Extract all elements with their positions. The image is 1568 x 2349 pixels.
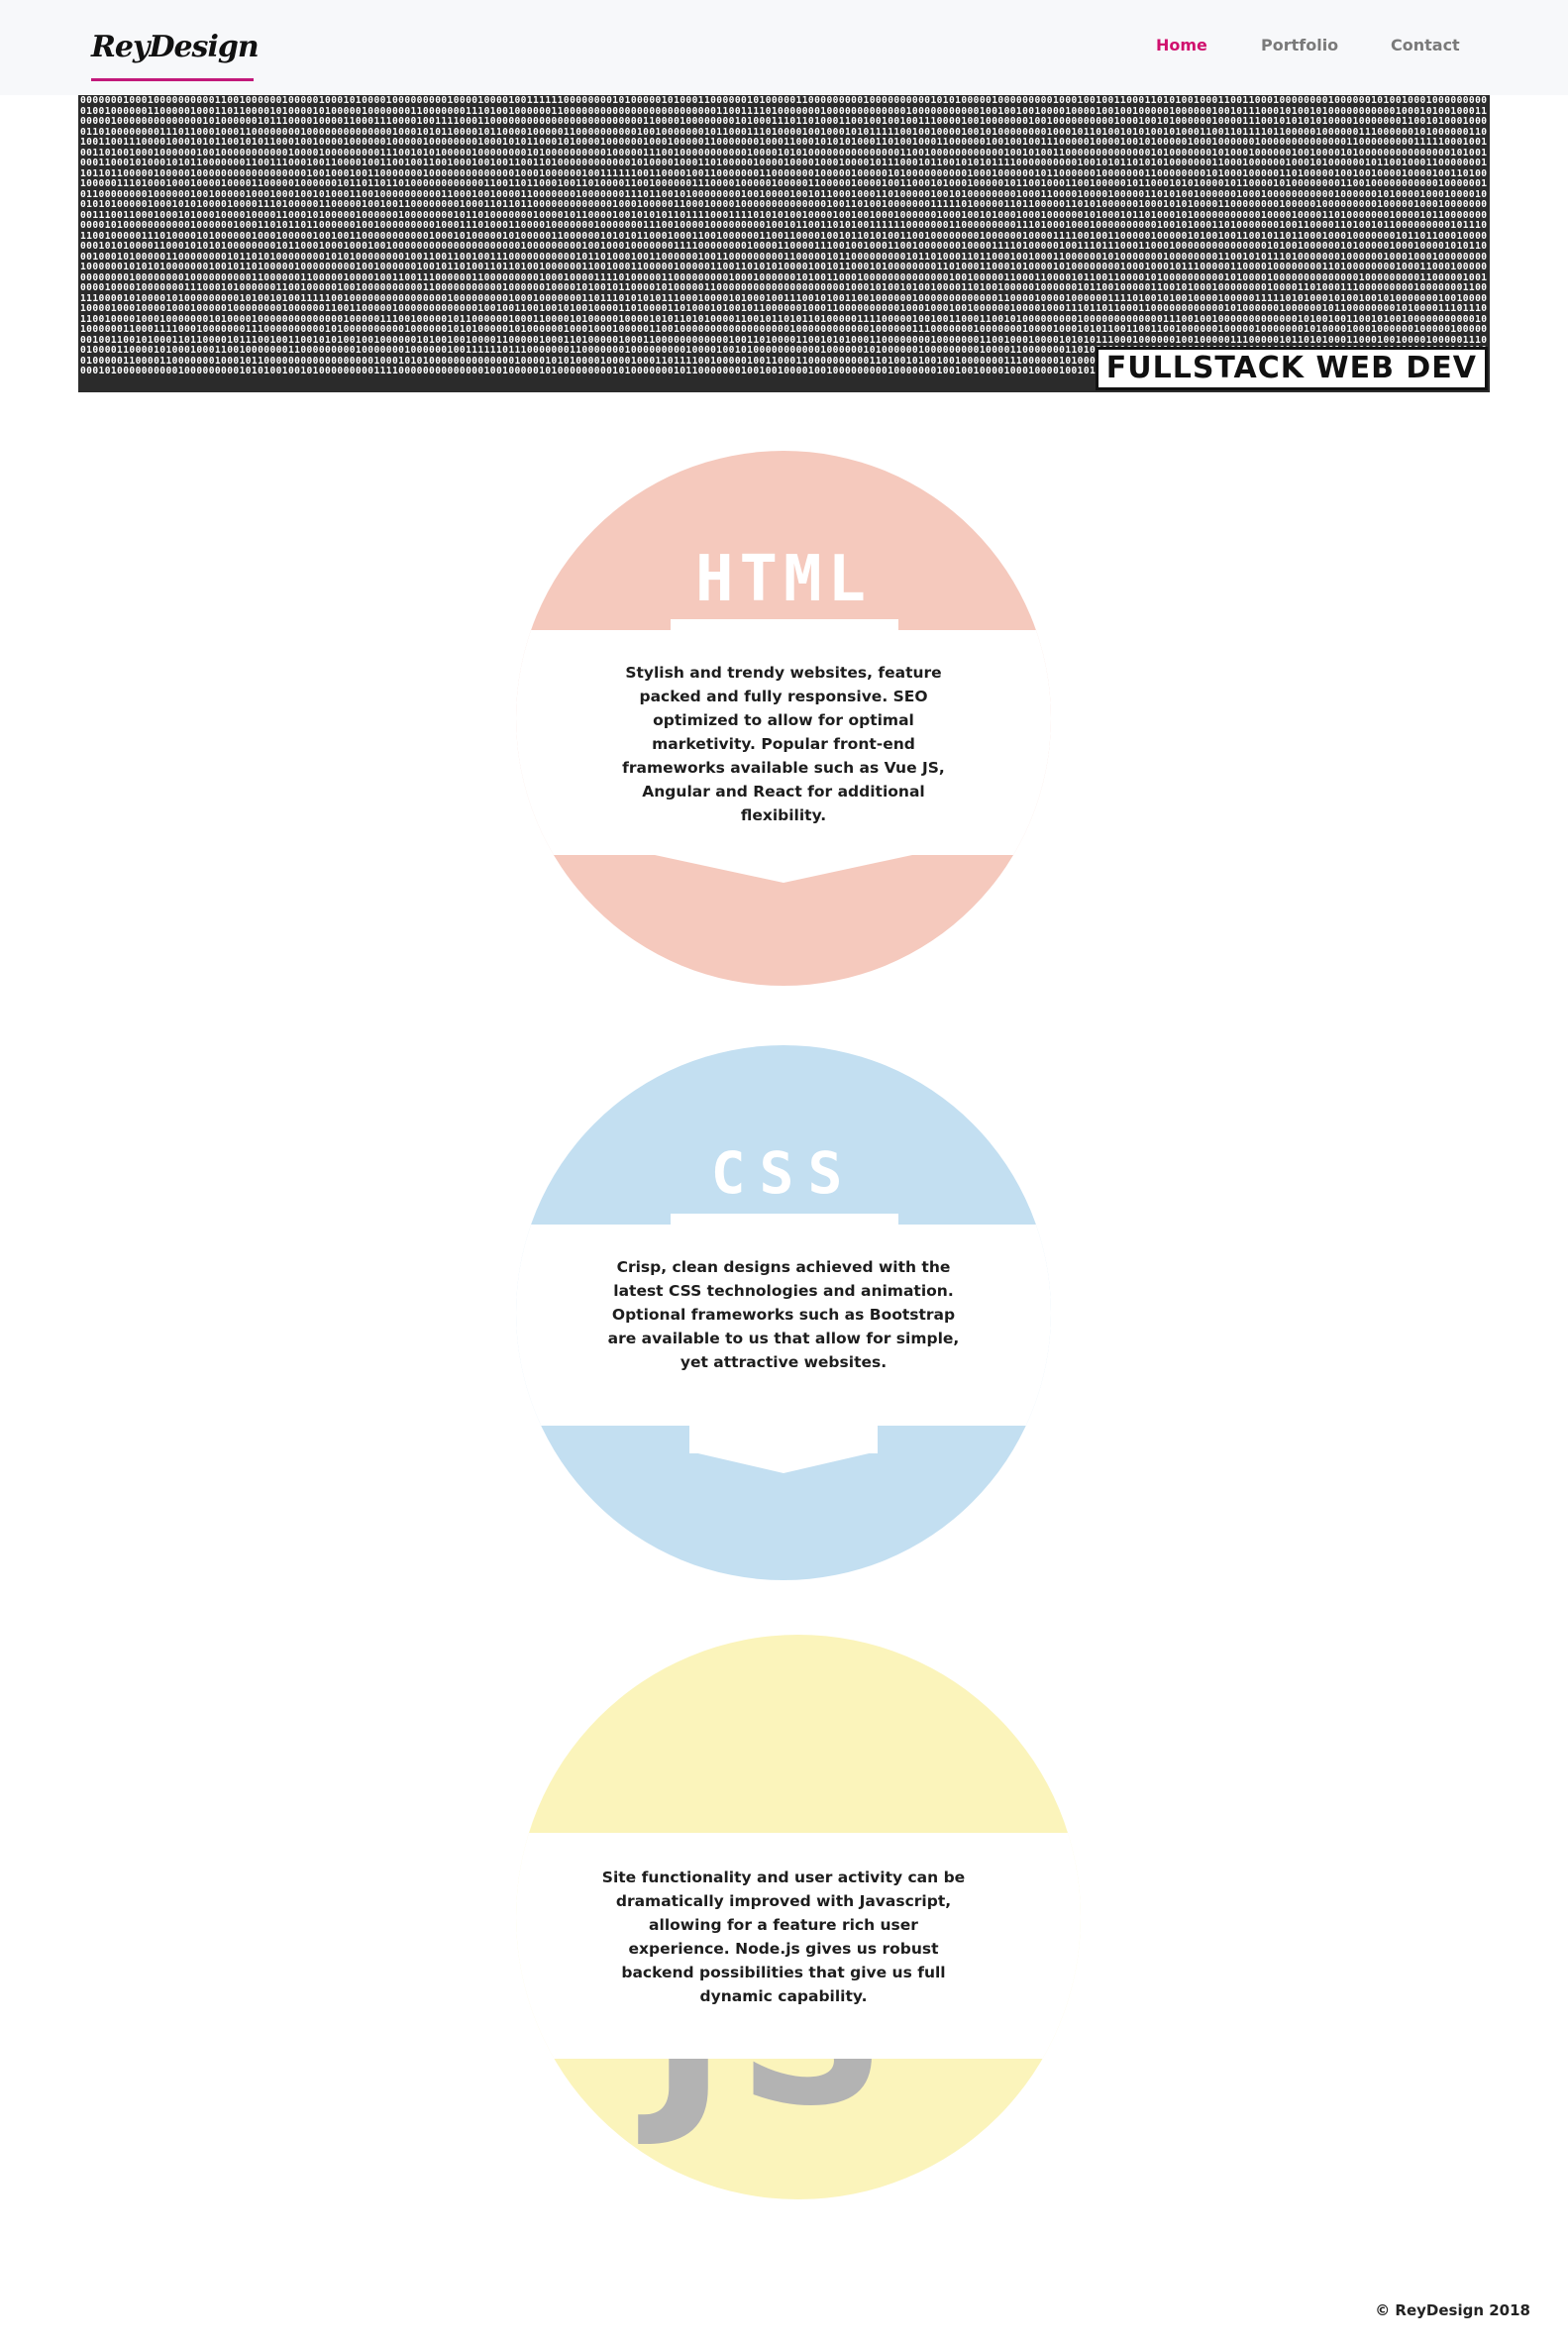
- nav-portfolio-link[interactable]: Portfolio: [1261, 36, 1339, 54]
- nav-home-link[interactable]: Home: [1156, 36, 1207, 54]
- html-description: Stylish and trendy websites, feature pac…: [622, 664, 945, 824]
- html-chevron: [655, 855, 912, 883]
- css-lower-tab: [689, 1426, 878, 1453]
- hero-banner: 0000000100010000000000110010000001000001…: [78, 95, 1490, 392]
- logo-underline: [91, 78, 254, 81]
- css-circle: CSS: [516, 1045, 1051, 1580]
- service-js: JS Site functionality and user activity …: [0, 1635, 1568, 2199]
- footer-copyright: © ReyDesign 2018: [1375, 2301, 1530, 2319]
- main-nav: Home Portfolio Contact: [0, 36, 1568, 59]
- js-circle: JS: [516, 1635, 1081, 2199]
- css-description: Crisp, clean designs achieved with the l…: [607, 1258, 960, 1371]
- css-cut-band: [516, 1225, 1051, 1426]
- site-header: ReyDesign Home Portfolio Contact: [0, 0, 1568, 95]
- html-cut-band: [516, 630, 1051, 855]
- logo-text: ReyDesign: [91, 30, 260, 64]
- css-chevron: [689, 1451, 878, 1473]
- service-html: HTML Stylish and trendy websites, featur…: [0, 451, 1568, 991]
- binary-pattern: 0000000100010000000000110010000001000001…: [80, 95, 1488, 376]
- logo[interactable]: ReyDesign: [91, 30, 260, 81]
- html-circle: HTML: [516, 451, 1051, 986]
- js-cut-band: [516, 1833, 1081, 2059]
- js-description: Site functionality and user activity can…: [601, 1869, 966, 2005]
- html-badge: HTML: [694, 543, 873, 616]
- hero-tagline: FULLSTACK WEB DEV: [1095, 347, 1488, 390]
- nav-contact-link[interactable]: Contact: [1391, 36, 1460, 54]
- service-css: CSS Crisp, clean designs achieved with t…: [0, 1045, 1568, 1585]
- css-badge: CSS: [710, 1139, 857, 1207]
